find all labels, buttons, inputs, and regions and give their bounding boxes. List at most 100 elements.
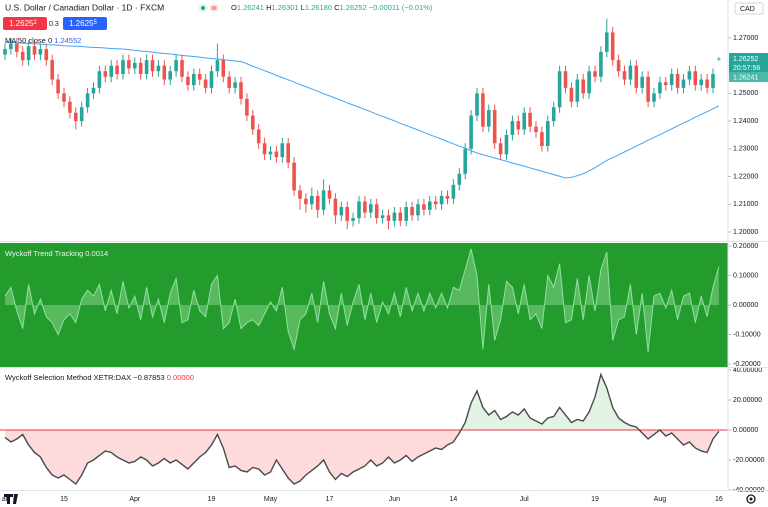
candle-body <box>227 76 231 88</box>
ohlc-legend: O1.26241 H1.26301 L1.26180 C1.26252 −0.0… <box>231 3 433 12</box>
time-label: 16 <box>715 496 723 503</box>
candle-body <box>599 51 603 77</box>
moving-average <box>4 41 720 179</box>
candle-body <box>516 121 521 130</box>
candle-body <box>215 60 220 72</box>
candle-body <box>463 148 467 174</box>
candle-body <box>498 143 503 155</box>
pane-background <box>0 243 728 367</box>
candle-body <box>551 107 556 122</box>
candle-body <box>664 82 668 86</box>
candle-body <box>91 87 96 94</box>
candle-body <box>675 73 680 88</box>
candle-body <box>504 134 509 155</box>
price-tag <box>729 53 768 73</box>
time-label: 14 <box>450 496 458 503</box>
candle-body <box>510 121 515 135</box>
candle-body <box>280 143 285 158</box>
candle-body <box>251 115 255 130</box>
plot-layer <box>0 18 728 486</box>
y-tick-label: -20.00000 <box>733 457 765 464</box>
area-line <box>4 248 720 353</box>
candle-body <box>315 195 320 210</box>
ohlc-value: 1.26241 <box>237 3 264 12</box>
countdown: 20:57:56 <box>733 65 760 72</box>
y-tick-label: 0.00000 <box>733 427 758 434</box>
candle-body <box>26 46 31 61</box>
currency: CAD <box>740 6 755 13</box>
candle-body <box>717 58 721 60</box>
candle-body <box>103 71 108 77</box>
candle-body <box>221 60 226 77</box>
candle-body <box>168 71 172 80</box>
candle-body <box>658 82 662 94</box>
candle-body <box>705 79 709 88</box>
sell-price-main: 1.2625 <box>9 19 34 28</box>
spread: 0.3 <box>49 21 59 28</box>
candle-body <box>121 60 125 74</box>
candle-body <box>197 73 202 80</box>
candle-body <box>640 76 644 88</box>
candle-body <box>528 112 532 127</box>
candle-body <box>451 184 456 199</box>
candle-body <box>351 218 355 221</box>
candle-body <box>85 93 90 108</box>
candle-body <box>475 93 479 116</box>
candle-body <box>534 126 538 133</box>
buy-button[interactable] <box>63 17 107 30</box>
candle-body <box>410 207 414 216</box>
candle-body <box>628 65 633 80</box>
indicator-legend[interactable]: Wyckoff Trend Tracking 0.0014 <box>5 249 108 258</box>
candle-body <box>292 162 296 191</box>
y-tick-label: 1.25000 <box>733 90 758 97</box>
candle-body <box>687 71 692 80</box>
indicator-last: −0.87853 <box>133 373 165 382</box>
candle-body <box>62 93 66 102</box>
candle-body <box>209 71 214 88</box>
candle-body <box>416 204 420 216</box>
settings-glyph <box>749 497 753 501</box>
candle-body <box>610 32 615 61</box>
candle-body <box>546 121 550 147</box>
ohlc-value: 1.26301 <box>271 3 298 12</box>
candle-body <box>669 73 674 86</box>
candle-body <box>646 76 650 102</box>
indicator-title: Wyckoff Selection Method XETR:DAX <box>5 373 131 382</box>
y-tick-label: 1.24000 <box>733 118 758 125</box>
candle-body <box>581 79 585 94</box>
candle-body <box>428 201 432 210</box>
ma-last: 1.24552 <box>54 36 81 45</box>
status-icon[interactable] <box>209 3 219 13</box>
candle-body <box>569 87 574 102</box>
candle-body <box>622 71 627 80</box>
close-tag <box>729 72 768 82</box>
candle-body <box>115 65 119 74</box>
currency-button[interactable] <box>734 2 764 15</box>
ma-legend[interactable]: MA 50 close 0 1.24552 <box>5 36 81 45</box>
time-label: 19 <box>208 496 216 503</box>
candle-body <box>156 65 161 72</box>
settings-button[interactable] <box>746 494 756 504</box>
buy-price-pip: 5 <box>93 20 97 26</box>
candle-body <box>457 173 462 185</box>
ohlc-value: 1.26252 <box>340 3 367 12</box>
ohlc-value: 1.26180 <box>305 3 332 12</box>
time-label: 17 <box>326 496 334 503</box>
sell-button[interactable] <box>3 17 47 30</box>
tradingview-logo[interactable] <box>4 494 18 504</box>
y-tick-label: 1.27000 <box>733 35 758 42</box>
candle-body <box>369 204 373 213</box>
candle-body <box>274 151 279 158</box>
time-label: Aug <box>654 496 667 503</box>
candle-body <box>310 195 314 205</box>
candle-body <box>540 132 544 147</box>
indicator-legend[interactable]: Wyckoff Selection Method XETR:DAX −0.878… <box>5 373 194 382</box>
symbol-title[interactable]: U.S. Dollar / Canadian Dollar · 1D · FXC… <box>5 2 164 12</box>
candle-body <box>339 207 344 216</box>
candle-body <box>616 60 621 72</box>
candle-body <box>203 79 208 88</box>
candle-body <box>50 60 54 80</box>
time-label: 15 <box>60 496 68 503</box>
ohlc-key: C <box>334 3 340 12</box>
candle-body <box>433 201 438 205</box>
